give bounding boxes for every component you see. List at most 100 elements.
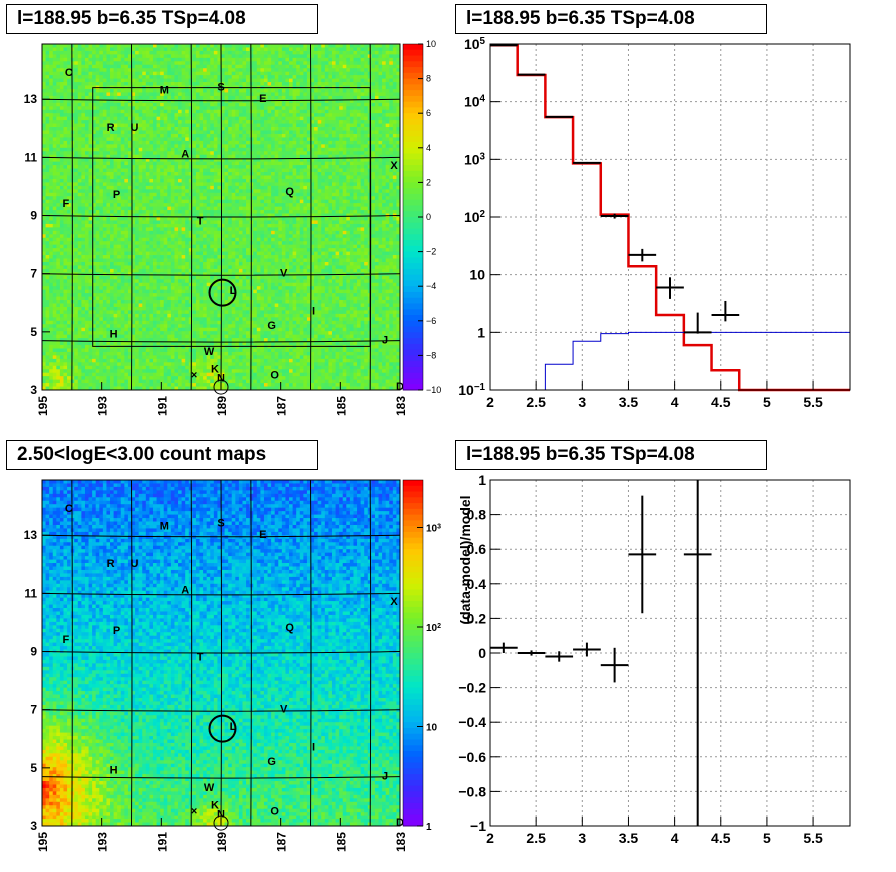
colorbar-segment bbox=[403, 710, 423, 717]
colorbar-segment bbox=[403, 745, 423, 752]
source-label-Q: Q bbox=[285, 186, 294, 198]
colorbar-segment bbox=[403, 217, 423, 224]
x-tick-label: 2 bbox=[486, 394, 494, 410]
colorbar-segment bbox=[403, 257, 423, 264]
y-tick-label: 5 bbox=[30, 325, 37, 339]
grid-parallel bbox=[41, 340, 401, 343]
colorbar-segment bbox=[403, 320, 423, 328]
colorbar-segment bbox=[403, 612, 423, 619]
colorbar-segment bbox=[403, 653, 423, 660]
colorbar-label: −6 bbox=[426, 316, 436, 326]
source-label-P: P bbox=[113, 625, 120, 637]
colorbar-segment bbox=[403, 583, 423, 591]
source-label-U: U bbox=[131, 122, 139, 134]
colorbar-segment bbox=[403, 136, 423, 143]
colorbar-segment bbox=[403, 286, 423, 293]
y-tick-label: −0.4 bbox=[458, 714, 486, 730]
colorbar-segment bbox=[403, 113, 423, 120]
colorbar-segment bbox=[403, 245, 423, 253]
colorbar-segment bbox=[403, 147, 423, 155]
colorbar-segment bbox=[403, 491, 423, 498]
colorbar-segment bbox=[403, 90, 423, 97]
colorbar-segment bbox=[403, 727, 423, 735]
colorbar-segment bbox=[403, 44, 423, 51]
colorbar-segment bbox=[403, 159, 423, 166]
colorbar-segment bbox=[403, 55, 423, 62]
colorbar-segment bbox=[403, 814, 423, 821]
y-tick-label: 102 bbox=[464, 209, 486, 226]
colorbar-segment bbox=[403, 629, 423, 637]
x-tick-label: 191 bbox=[155, 396, 169, 416]
source-label-N: N bbox=[217, 372, 225, 384]
y-tick-label: 5 bbox=[30, 761, 37, 775]
grid-parallel bbox=[41, 709, 401, 712]
colorbar-segment bbox=[403, 332, 423, 339]
colorbar-segment bbox=[403, 124, 423, 131]
grid-parallel bbox=[41, 592, 401, 596]
source-label-R: R bbox=[107, 558, 115, 570]
colorbar-segment bbox=[403, 664, 423, 671]
y-tick-label: −0.2 bbox=[458, 680, 486, 696]
y-tick-label: −1 bbox=[470, 818, 486, 834]
colorbar-segment bbox=[403, 751, 423, 758]
y-tick-label: 105 bbox=[464, 36, 486, 53]
colorbar-segment bbox=[403, 251, 423, 258]
x-tick-label: 4.5 bbox=[711, 830, 731, 846]
colorbar-segment bbox=[403, 595, 423, 602]
roi-box bbox=[92, 87, 371, 347]
y-tick-label: 10 bbox=[469, 267, 485, 283]
source-label-J: J bbox=[382, 770, 388, 782]
y-axis-label: (data-model)/model bbox=[457, 495, 473, 624]
colorbar-segment bbox=[403, 234, 423, 241]
colorbar-segment bbox=[403, 199, 423, 206]
colorbar-segment bbox=[403, 95, 423, 103]
source-label-cross: × bbox=[191, 805, 197, 817]
colorbar-segment bbox=[403, 572, 423, 579]
x-tick-label: 191 bbox=[155, 832, 169, 852]
source-label-L: L bbox=[230, 721, 237, 733]
colorbar-segment bbox=[403, 774, 423, 781]
source-label-N: N bbox=[217, 808, 225, 820]
x-tick-label: 183 bbox=[394, 396, 408, 416]
colorbar-segment bbox=[403, 280, 423, 287]
colorbar-segment bbox=[403, 722, 423, 729]
colorbar-segment bbox=[403, 176, 423, 183]
x-tick-label: 3.5 bbox=[619, 830, 639, 846]
x-tick-label: 189 bbox=[215, 396, 229, 416]
colorbar-segment bbox=[403, 543, 423, 550]
map-top-title: l=188.95 b=6.35 TSp=4.08 bbox=[6, 4, 318, 34]
colorbar-segment bbox=[403, 589, 423, 596]
x-tick-label: 195 bbox=[36, 396, 50, 416]
colorbar-segment bbox=[403, 188, 423, 195]
source-label-I: I bbox=[312, 741, 315, 753]
colorbar-segment bbox=[403, 72, 423, 80]
colorbar-segment bbox=[403, 291, 423, 299]
grid-parallel bbox=[41, 273, 401, 276]
colorbar-segment bbox=[403, 343, 423, 351]
colorbar-segment bbox=[403, 130, 423, 137]
source-label-E: E bbox=[259, 529, 266, 541]
x-tick-label: 4 bbox=[671, 830, 679, 846]
spectrum-grid bbox=[489, 43, 850, 391]
colorbar-segment bbox=[403, 384, 423, 391]
source-label-E: E bbox=[259, 93, 266, 105]
colorbar-segment bbox=[403, 372, 423, 379]
source-label-A: A bbox=[181, 584, 189, 596]
y-tick-label: 1 bbox=[478, 472, 486, 488]
colorbar-segment bbox=[403, 297, 423, 304]
colorbar-label: 10 bbox=[426, 39, 436, 49]
colorbar-segment bbox=[403, 808, 423, 815]
colorbar-segment bbox=[403, 508, 423, 516]
source-label-K: K bbox=[211, 364, 219, 376]
spectrum-title: l=188.95 b=6.35 TSp=4.08 bbox=[455, 4, 767, 34]
colorbar-segment bbox=[403, 601, 423, 608]
source-label-I: I bbox=[312, 305, 315, 317]
y-tick-label: 0.6 bbox=[467, 541, 487, 557]
colorbar-segment bbox=[403, 309, 423, 316]
colorbar-segment bbox=[403, 240, 423, 247]
colorbar-label: 6 bbox=[426, 108, 431, 118]
colorbar-segment bbox=[403, 205, 423, 212]
source-label-O: O bbox=[270, 805, 279, 817]
colorbar-segment bbox=[403, 670, 423, 677]
